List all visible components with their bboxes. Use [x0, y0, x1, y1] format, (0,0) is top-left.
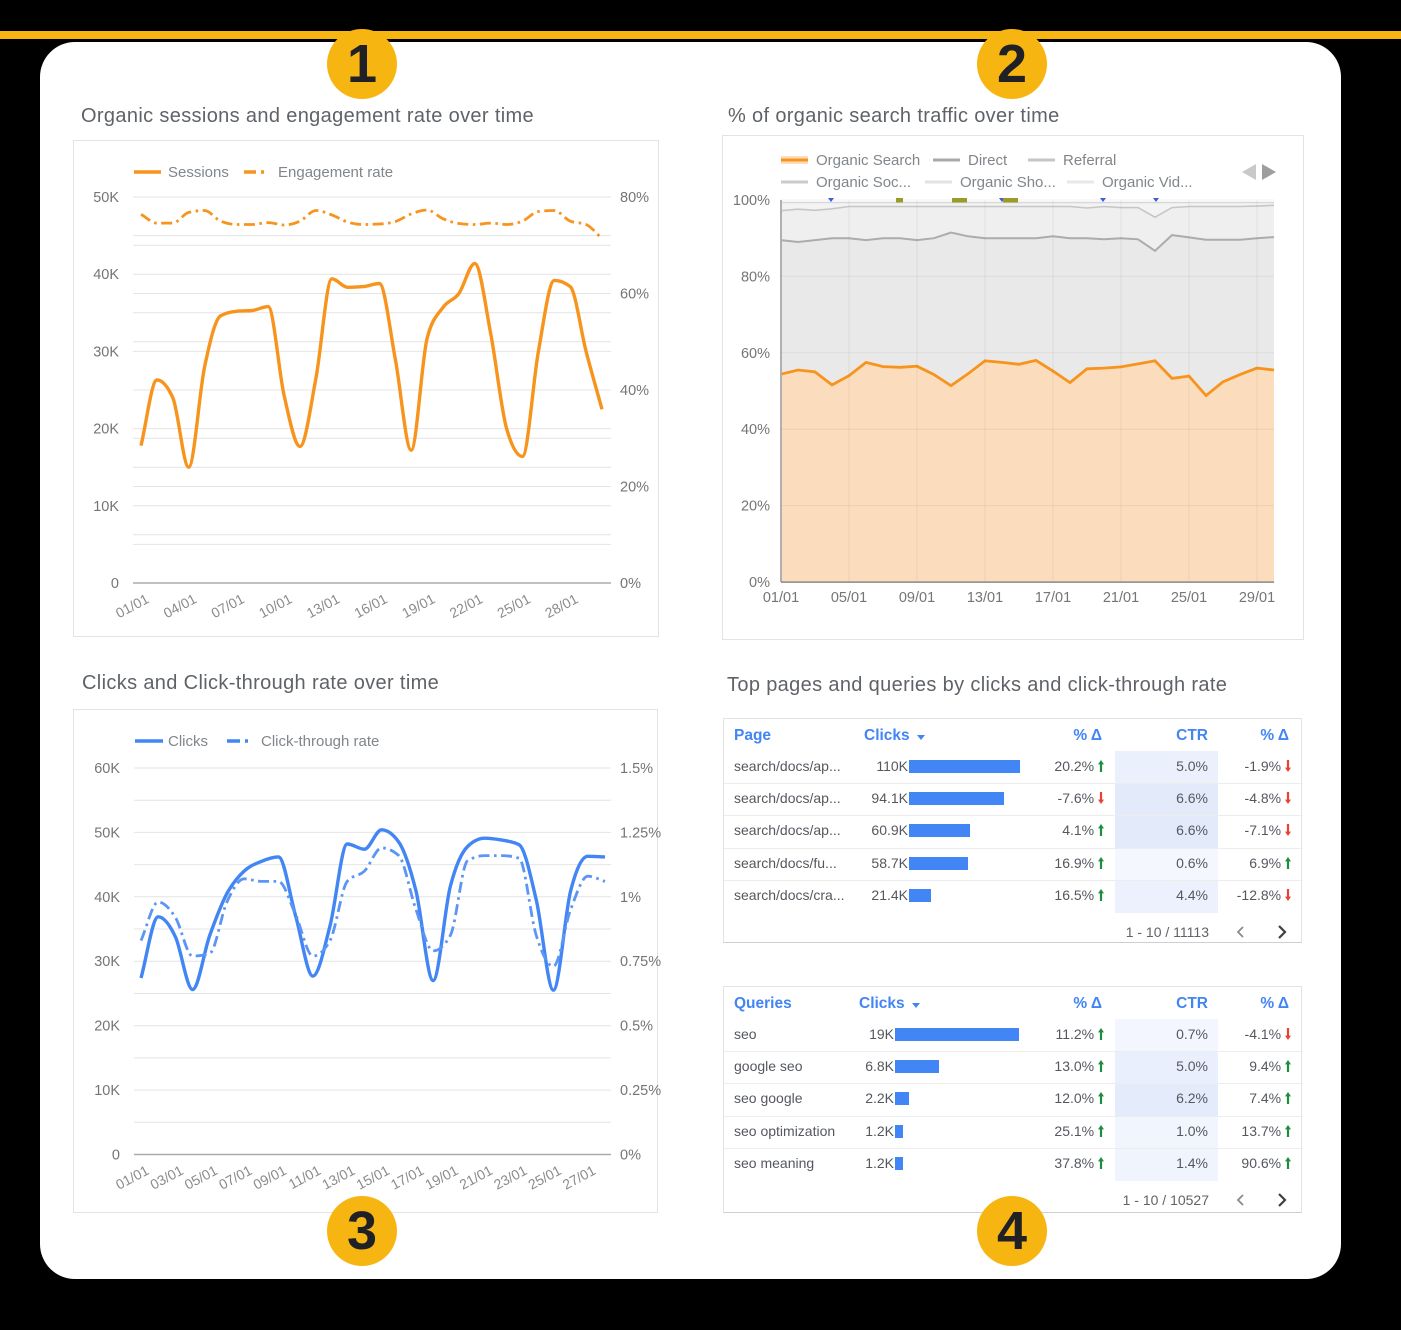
svg-text:30K: 30K — [94, 954, 120, 970]
svg-text:Organic Vid...: Organic Vid... — [1102, 174, 1193, 191]
svg-text:80%: 80% — [741, 269, 770, 285]
svg-text:29/01: 29/01 — [1239, 590, 1275, 606]
svg-text:0.75%: 0.75% — [620, 954, 661, 970]
svg-text:01/01: 01/01 — [763, 590, 799, 606]
svg-text:Organic Search: Organic Search — [816, 152, 920, 169]
svg-text:40%: 40% — [620, 383, 649, 399]
svg-text:20K: 20K — [94, 1019, 120, 1035]
svg-text:13/01: 13/01 — [967, 590, 1003, 606]
svg-text:Organic Sho...: Organic Sho... — [960, 174, 1056, 191]
svg-text:60%: 60% — [620, 287, 649, 303]
svg-text:10K: 10K — [93, 499, 119, 515]
svg-text:Engagement rate: Engagement rate — [278, 164, 393, 181]
svg-text:0%: 0% — [749, 575, 770, 591]
svg-text:20K: 20K — [93, 422, 119, 438]
svg-text:60%: 60% — [741, 346, 770, 362]
svg-text:50K: 50K — [93, 190, 119, 206]
svg-text:21/01: 21/01 — [1103, 590, 1139, 606]
svg-text:Clicks: Clicks — [168, 733, 208, 750]
svg-text:0: 0 — [111, 576, 119, 592]
svg-text:0.5%: 0.5% — [620, 1019, 653, 1035]
svg-text:1.25%: 1.25% — [620, 825, 661, 841]
svg-text:40K: 40K — [94, 890, 120, 906]
svg-text:80%: 80% — [620, 190, 649, 206]
svg-text:1%: 1% — [620, 890, 641, 906]
svg-text:0.25%: 0.25% — [620, 1083, 661, 1099]
svg-text:09/01: 09/01 — [899, 590, 935, 606]
svg-text:Sessions: Sessions — [168, 164, 229, 181]
svg-text:50K: 50K — [94, 825, 120, 841]
svg-text:0%: 0% — [620, 576, 641, 592]
svg-text:05/01: 05/01 — [831, 590, 867, 606]
svg-text:Organic Soc...: Organic Soc... — [816, 174, 911, 191]
svg-text:17/01: 17/01 — [1035, 590, 1071, 606]
svg-text:20%: 20% — [620, 480, 649, 496]
svg-text:Direct: Direct — [968, 152, 1008, 169]
svg-text:0: 0 — [112, 1148, 120, 1164]
svg-text:30K: 30K — [93, 344, 119, 360]
svg-text:40%: 40% — [741, 422, 770, 438]
svg-text:Referral: Referral — [1063, 152, 1116, 169]
svg-text:Click-through rate: Click-through rate — [261, 733, 379, 750]
svg-text:20%: 20% — [741, 499, 770, 515]
svg-text:0%: 0% — [620, 1148, 641, 1164]
svg-text:100%: 100% — [733, 193, 770, 209]
svg-text:40K: 40K — [93, 267, 119, 283]
svg-text:60K: 60K — [94, 761, 120, 777]
svg-text:1.5%: 1.5% — [620, 761, 653, 777]
svg-text:25/01: 25/01 — [1171, 590, 1207, 606]
svg-text:10K: 10K — [94, 1083, 120, 1099]
